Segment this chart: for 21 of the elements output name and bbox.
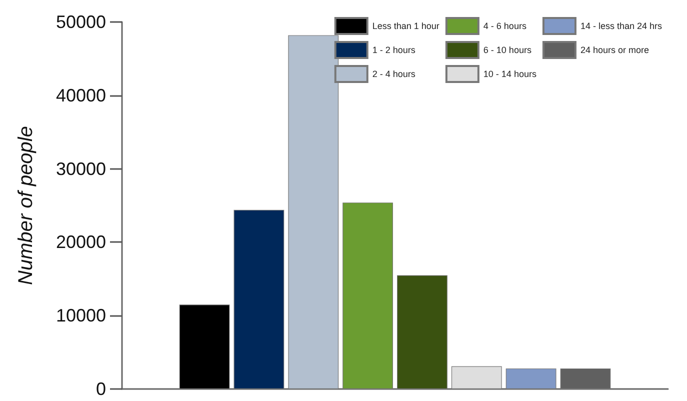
y-tick-label: 10000 — [56, 306, 106, 326]
y-tick-label: 30000 — [56, 158, 106, 179]
legend-label: 1 - 2 hours — [372, 45, 416, 55]
bar — [506, 368, 556, 389]
legend-label: 10 - 14 hours — [483, 69, 537, 79]
legend-label: 14 - less than 24 hrs — [580, 21, 662, 31]
legend-label: 2 - 4 hours — [372, 69, 416, 79]
bar — [234, 210, 284, 389]
legend-label: 6 - 10 hours — [483, 45, 532, 55]
bar — [179, 304, 230, 389]
y-tick-label: 40000 — [56, 85, 106, 106]
legend-label: Less than 1 hour — [372, 21, 440, 31]
bar — [342, 202, 393, 389]
legend-label: 24 hours or more — [580, 45, 649, 55]
bar — [397, 275, 448, 389]
y-tick-label: 20000 — [56, 232, 106, 252]
y-axis-title: Number of people — [15, 126, 37, 285]
bar — [451, 366, 502, 389]
y-tick-label: 50000 — [56, 12, 106, 32]
y-tick-label: 0 — [96, 379, 106, 399]
legend-label: 4 - 6 hours — [483, 21, 527, 31]
